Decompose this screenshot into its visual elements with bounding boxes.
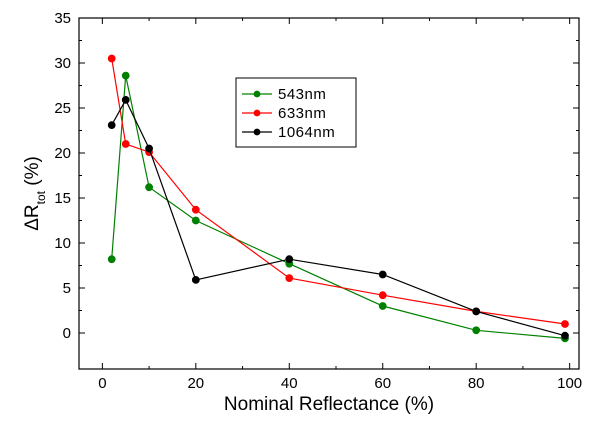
- data-point: [107, 121, 116, 129]
- x-tick-label: 40: [281, 375, 298, 392]
- legend-label: 633nm: [278, 105, 326, 122]
- data-point: [107, 255, 116, 264]
- series-1064nm: [107, 96, 569, 340]
- y-axis-title-suffix: (%): [22, 156, 43, 191]
- data-point: [121, 96, 130, 104]
- data-point: [378, 291, 387, 300]
- y-axis-title-subscript: tot: [34, 190, 48, 204]
- data-point: [145, 144, 153, 153]
- series-line: [111, 58, 566, 325]
- data-point: [378, 302, 387, 310]
- y-tick-label: 10: [54, 235, 71, 252]
- legend-swatch-marker: [253, 109, 261, 117]
- x-tick-label: 60: [374, 375, 391, 392]
- y-tick-label: 15: [54, 190, 71, 207]
- data-point: [191, 205, 200, 214]
- x-tick-label: 80: [468, 375, 485, 392]
- legend-swatch-marker: [253, 128, 261, 136]
- data-point: [145, 183, 153, 192]
- data-point: [191, 216, 200, 225]
- data-point: [121, 140, 130, 148]
- y-axis-title: ΔRtot (%): [22, 156, 48, 231]
- series-line: [111, 75, 566, 339]
- legend-label: 1064nm: [278, 124, 335, 141]
- legend-item: 633nm: [242, 105, 326, 122]
- legend-swatch-marker: [253, 90, 261, 98]
- x-tick-label: 20: [187, 375, 204, 392]
- y-tick-label: 25: [54, 100, 71, 117]
- legend-item: 543nm: [242, 86, 326, 103]
- x-tick-label: 100: [557, 375, 582, 392]
- data-point: [121, 71, 130, 80]
- data-point: [191, 276, 200, 284]
- series-line: [111, 98, 566, 337]
- data-point: [472, 326, 481, 335]
- data-point: [285, 255, 294, 264]
- legend-item: 1064nm: [242, 124, 335, 141]
- y-tick-label: 20: [54, 145, 71, 162]
- data-point: [107, 54, 116, 63]
- data-point: [378, 270, 387, 279]
- y-tick-label: 0: [63, 325, 71, 342]
- y-axis-title-prefix: ΔR: [22, 204, 43, 230]
- y-tick-label: 30: [54, 55, 71, 72]
- legend-label: 543nm: [278, 86, 326, 103]
- data-point: [472, 307, 481, 316]
- y-tick-label: 35: [54, 10, 71, 27]
- plot-frame: [78, 17, 580, 370]
- data-point: [561, 331, 569, 340]
- x-tick-label: 0: [98, 375, 106, 392]
- data-point: [285, 274, 294, 283]
- data-point: [561, 320, 569, 328]
- x-axis-title: Nominal Reflectance (%): [224, 394, 434, 415]
- y-tick-label: 5: [63, 280, 71, 297]
